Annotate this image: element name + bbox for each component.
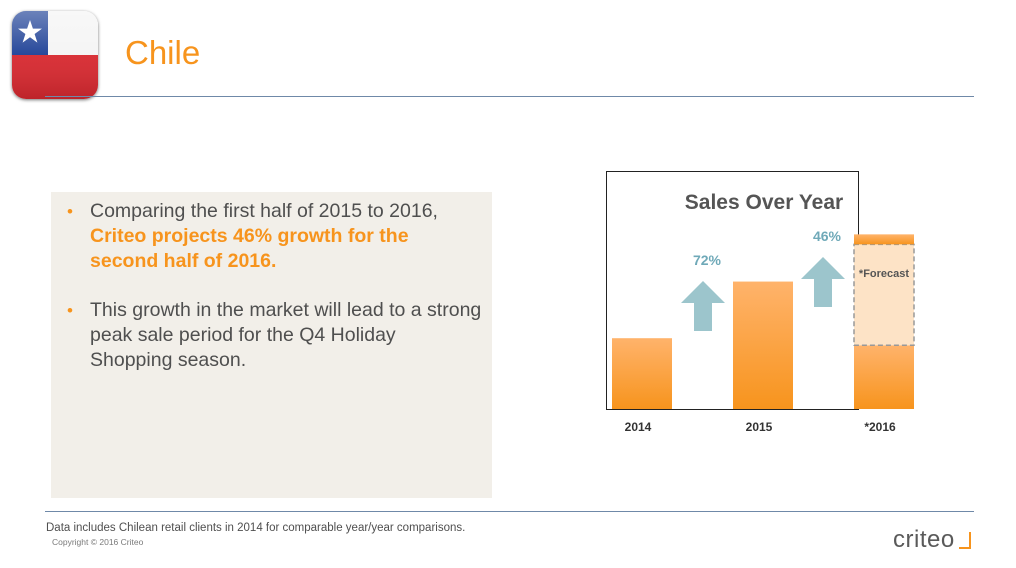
bullet-dot: • xyxy=(67,301,73,320)
bullet-dot: • xyxy=(67,202,73,221)
bar-2015 xyxy=(733,281,793,409)
bullet-growth: • Comparing the first half of 2015 to 20… xyxy=(67,199,482,274)
summary-panel: • Comparing the first half of 2015 to 20… xyxy=(51,192,492,498)
x-tick-label: 2015 xyxy=(746,420,773,434)
growth-label: 72% xyxy=(693,252,722,268)
bar-2016-actual xyxy=(854,345,914,409)
x-tick-label: 2014 xyxy=(625,420,652,434)
criteo-logo-mark xyxy=(959,532,971,549)
footnote: Data includes Chilean retail clients in … xyxy=(46,522,466,534)
bar-2014 xyxy=(612,338,672,409)
bar-2016-forecast-cap xyxy=(854,234,914,245)
copyright: Copyright © 2016 Criteo xyxy=(52,537,144,547)
sales-chart-svg: Sales Over Year 2014 2015 *Forecast *2016 72%… xyxy=(606,171,915,434)
growth-arrow-up-icon xyxy=(801,257,845,307)
forecast-label: *Forecast xyxy=(859,268,909,280)
x-tick-label: *2016 xyxy=(864,420,896,434)
bullet-highlight: Criteo projects 46% growth for the secon… xyxy=(90,225,409,272)
growth-label: 46% xyxy=(813,228,842,244)
bullet-peak-season: • This growth in the market will lead to… xyxy=(67,298,482,373)
bullet-text: Comparing the first half of 2015 to 2016… xyxy=(90,200,438,222)
criteo-logo: criteo xyxy=(893,526,955,553)
page-title: Chile xyxy=(125,34,201,71)
bullet-text: This growth in the market will lead to a… xyxy=(90,299,482,371)
chile-flag-icon xyxy=(12,11,98,99)
chart-title: Sales Over Year xyxy=(685,191,843,214)
bar-2016-forecast xyxy=(853,243,915,347)
footer-divider xyxy=(45,511,974,512)
header-divider xyxy=(45,96,974,97)
growth-arrow-up-icon xyxy=(681,281,725,331)
sales-chart: Sales Over Year 2014 2015 *Forecast *2016 72%… xyxy=(606,171,916,436)
